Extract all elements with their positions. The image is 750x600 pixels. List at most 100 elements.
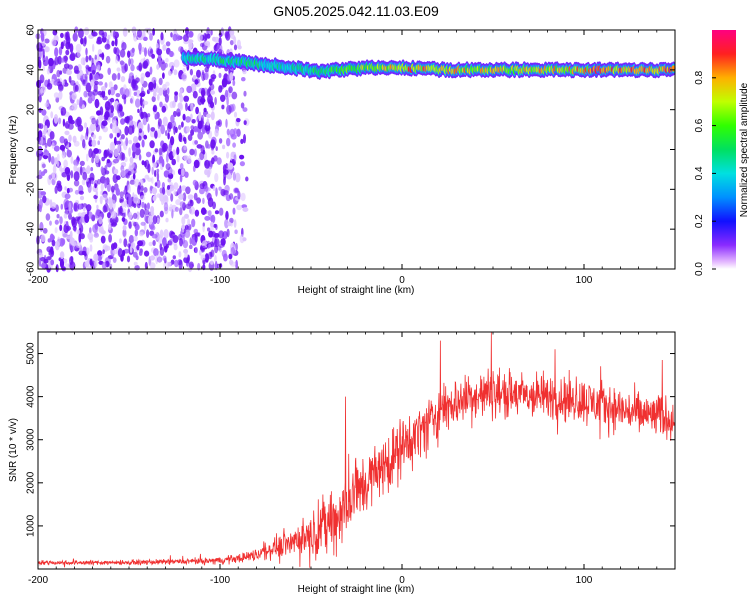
- spectrogram-noise-blob: [175, 34, 181, 41]
- spectrogram-noise-blob: [163, 229, 169, 239]
- spectrogram-noise-blob: [40, 32, 45, 42]
- spectrogram-noise-blob: [153, 91, 157, 98]
- spectrogram-noise-blob: [44, 125, 48, 132]
- spectrogram-noise-blob: [151, 233, 158, 239]
- spectrogram-noise-blob: [36, 136, 41, 142]
- spectrogram-noise-blob: [165, 41, 171, 47]
- colorbar-label: Normalized spectral amplitude: [739, 82, 750, 217]
- spectrogram-noise-blob: [181, 121, 184, 128]
- spectrogram-noise-blob: [218, 186, 222, 191]
- spectrogram-noise-blob: [122, 228, 127, 239]
- spectrogram-noise-blob: [124, 116, 129, 124]
- spectrogram-noise-blob: [173, 59, 180, 68]
- spectrogram-noise-blob: [192, 75, 197, 80]
- y-tick-label: 2000: [26, 471, 37, 494]
- spectrogram-noise-blob: [145, 151, 152, 158]
- spectrogram-noise-blob: [210, 90, 216, 95]
- spectrogram-noise-blob: [161, 105, 167, 113]
- spectrogram-noise-blob: [50, 156, 55, 165]
- spectrogram-noise-blob: [94, 223, 98, 231]
- snr-y-axis-label: SNR (10 * v/v): [8, 418, 19, 482]
- spectrogram-noise-blob: [86, 177, 89, 182]
- spectrogram-noise-blob: [144, 47, 147, 57]
- spectrogram-noise-blob: [74, 84, 79, 92]
- spectrogram-noise-blob: [58, 117, 62, 125]
- spectrogram-noise-blob: [182, 113, 186, 121]
- spectrogram-noise-blob: [107, 67, 111, 76]
- spectrogram-noise-blob: [184, 139, 187, 144]
- spectrogram-noise-blob: [228, 86, 233, 94]
- spectrogram-noise-blob: [125, 137, 129, 147]
- spectrogram-noise-blob: [231, 91, 238, 100]
- spectrogram-noise-blob: [229, 193, 234, 200]
- spectrogram-noise-blob: [154, 113, 158, 120]
- spectrogram-noise-blob: [224, 89, 229, 98]
- spectrogram-noise-blob: [149, 185, 153, 194]
- spectrogram-noise-blob: [124, 63, 128, 72]
- spectrogram-noise-blob: [111, 211, 117, 219]
- spectrogram-noise-blob: [173, 182, 179, 190]
- spectrogram-noise-blob: [137, 185, 141, 195]
- spectrogram-noise-blob: [242, 107, 248, 112]
- spectrogram-noise-blob: [194, 209, 200, 217]
- spectrogram-noise-blob: [187, 134, 193, 142]
- spectrogram-noise-blob: [226, 96, 229, 106]
- snr-y-ticks: 1000 2000 3000 4000 5000: [26, 342, 675, 537]
- spectrogram-noise-blob: [197, 121, 203, 130]
- spectrogram-noise-blob: [144, 160, 147, 168]
- spectrogram-noise-blob: [132, 150, 136, 159]
- spectrogram-noise-blob: [89, 258, 93, 266]
- spectrogram-noise-blob: [181, 185, 187, 192]
- spectrogram-noise-blob: [145, 71, 151, 78]
- spectrogram-noise-blob: [108, 153, 113, 158]
- spectrogram-noise-blob: [57, 184, 63, 192]
- spectrogram-noise-blob: [52, 64, 56, 70]
- spectrogram-noise-blob: [104, 149, 110, 157]
- spectrogram-noise-blob: [152, 154, 156, 165]
- spectrogram-noise-blob: [130, 64, 135, 72]
- spectrogram-noise-blob: [57, 55, 62, 65]
- spectrogram-noise-blob: [162, 116, 168, 127]
- spectrogram-noise-blob: [52, 165, 57, 174]
- spectrogram-noise-blob: [196, 197, 202, 204]
- spectrogram-noise-blob: [206, 144, 212, 149]
- spectrogram-noise-blob: [121, 152, 126, 161]
- spectrogram-noise-blob: [137, 198, 140, 204]
- spectrogram-noise-blob: [91, 139, 97, 147]
- spectrogram-noise-blob: [127, 50, 131, 58]
- spectrogram-noise-blob: [65, 35, 71, 45]
- spectrogram-noise-blob: [51, 239, 56, 247]
- spectrogram-noise-blob: [151, 76, 157, 84]
- spectrogram-noise-blob: [168, 238, 173, 246]
- spectrogram-noise-blob: [94, 259, 98, 268]
- spectrogram-noise-blob: [38, 59, 42, 69]
- spectrogram-noise-blob: [120, 168, 126, 178]
- spectrogram-noise-blob: [178, 132, 183, 142]
- spectrogram-noise-blob: [154, 130, 158, 139]
- colorbar-tick-label: 0.6: [694, 118, 705, 132]
- spectrogram-noise-blob: [107, 212, 111, 219]
- spectrogram-noise-blob: [183, 145, 187, 151]
- spectrogram-noise-blob: [86, 165, 91, 174]
- spectrogram-noise-blob: [132, 124, 135, 134]
- spectrogram-noise-blob: [215, 187, 218, 197]
- spectrogram-noise-blob: [229, 72, 234, 81]
- spectrogram-noise-blob: [84, 261, 90, 268]
- spectrogram-noise-blob: [221, 77, 228, 88]
- spectrogram-noise-blob: [208, 78, 213, 86]
- spectrogram-noise-blob: [149, 33, 153, 41]
- spectrogram-noise-blob: [59, 251, 65, 259]
- spectrogram-noise-blob: [66, 235, 72, 240]
- spectrogram-noise-blob: [214, 255, 217, 263]
- spectrogram-noise-blob: [175, 126, 178, 133]
- spectrogram-noise-blob: [232, 142, 237, 148]
- spectrogram-noise-blob: [73, 202, 80, 212]
- spectrogram-noise-blob: [170, 193, 174, 202]
- spectrogram-noise-blob: [101, 120, 108, 127]
- y-tick-label: 5000: [26, 342, 37, 365]
- spectrogram-noise-blob: [112, 257, 117, 263]
- spectrogram-noise-blob: [75, 43, 82, 53]
- spectrogram-noise-blob: [229, 29, 235, 36]
- spectrogram-noise-blob: [53, 145, 60, 152]
